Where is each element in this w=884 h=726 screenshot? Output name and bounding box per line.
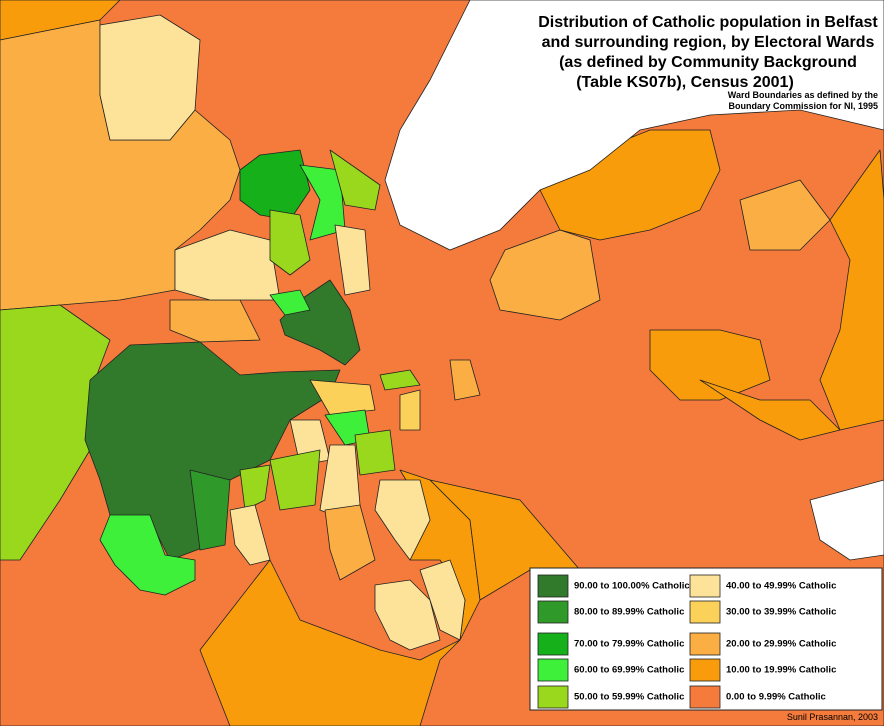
title: and surrounding region, by Electoral War… (542, 34, 875, 51)
ward (324, 504, 376, 581)
ward (99, 14, 201, 141)
ward (739, 179, 831, 251)
legend-label: 20.00 to 29.99% Catholic (726, 639, 836, 650)
ward (379, 369, 421, 391)
ward (309, 379, 376, 416)
ward (239, 149, 311, 221)
title: Distribution of Catholic population in B… (538, 14, 878, 31)
ward (99, 514, 196, 596)
legend-label: 60.00 to 69.99% Catholic (574, 665, 684, 676)
legend-swatch (537, 632, 569, 656)
ward (329, 149, 381, 211)
legend-swatch (689, 574, 721, 598)
ward (699, 379, 841, 441)
subtitle: Ward Boundaries as defined by the (728, 90, 878, 100)
legend-label: 0.00 to 9.99% Catholic (726, 692, 826, 703)
ward (269, 209, 311, 276)
ward (649, 329, 771, 401)
legend-swatch (537, 600, 569, 624)
legend-swatch (537, 574, 569, 598)
legend-swatch (689, 600, 721, 624)
ward (229, 504, 271, 566)
legend-label: 90.00 to 100.00% Catholic (574, 581, 690, 592)
ward (374, 479, 431, 561)
legend-swatch (689, 658, 721, 682)
ward (354, 429, 396, 476)
subtitle: Boundary Commission for NI, 1995 (728, 101, 878, 111)
legend-label: 10.00 to 19.99% Catholic (726, 665, 836, 676)
sea (809, 479, 884, 561)
legend-swatch (689, 632, 721, 656)
ward (269, 289, 311, 316)
legend-swatch (537, 658, 569, 682)
legend-label: 40.00 to 49.99% Catholic (726, 581, 836, 592)
ward (334, 224, 371, 296)
legend-label: 70.00 to 79.99% Catholic (574, 639, 684, 650)
ward (189, 469, 231, 551)
ward (269, 449, 321, 511)
ward (399, 389, 421, 431)
sea (384, 0, 884, 251)
credit: Sunil Prasannan, 2003 (787, 712, 878, 722)
ward (299, 164, 346, 241)
title: (Table KS07b), Census 2001) (576, 74, 794, 91)
title: (as defined by Community Background (559, 54, 857, 71)
legend-swatch (537, 685, 569, 709)
ward (489, 229, 601, 321)
ward (419, 559, 466, 641)
ward (239, 464, 271, 511)
ward (374, 579, 441, 651)
ward (449, 359, 481, 401)
legend-label: 80.00 to 89.99% Catholic (574, 607, 684, 618)
legend-label: 50.00 to 59.99% Catholic (574, 692, 684, 703)
legend: 90.00 to 100.00% Catholic 80.00 to 89.99%… (529, 567, 883, 711)
legend-swatch (689, 685, 721, 709)
legend-label: 30.00 to 39.99% Catholic (726, 607, 836, 618)
